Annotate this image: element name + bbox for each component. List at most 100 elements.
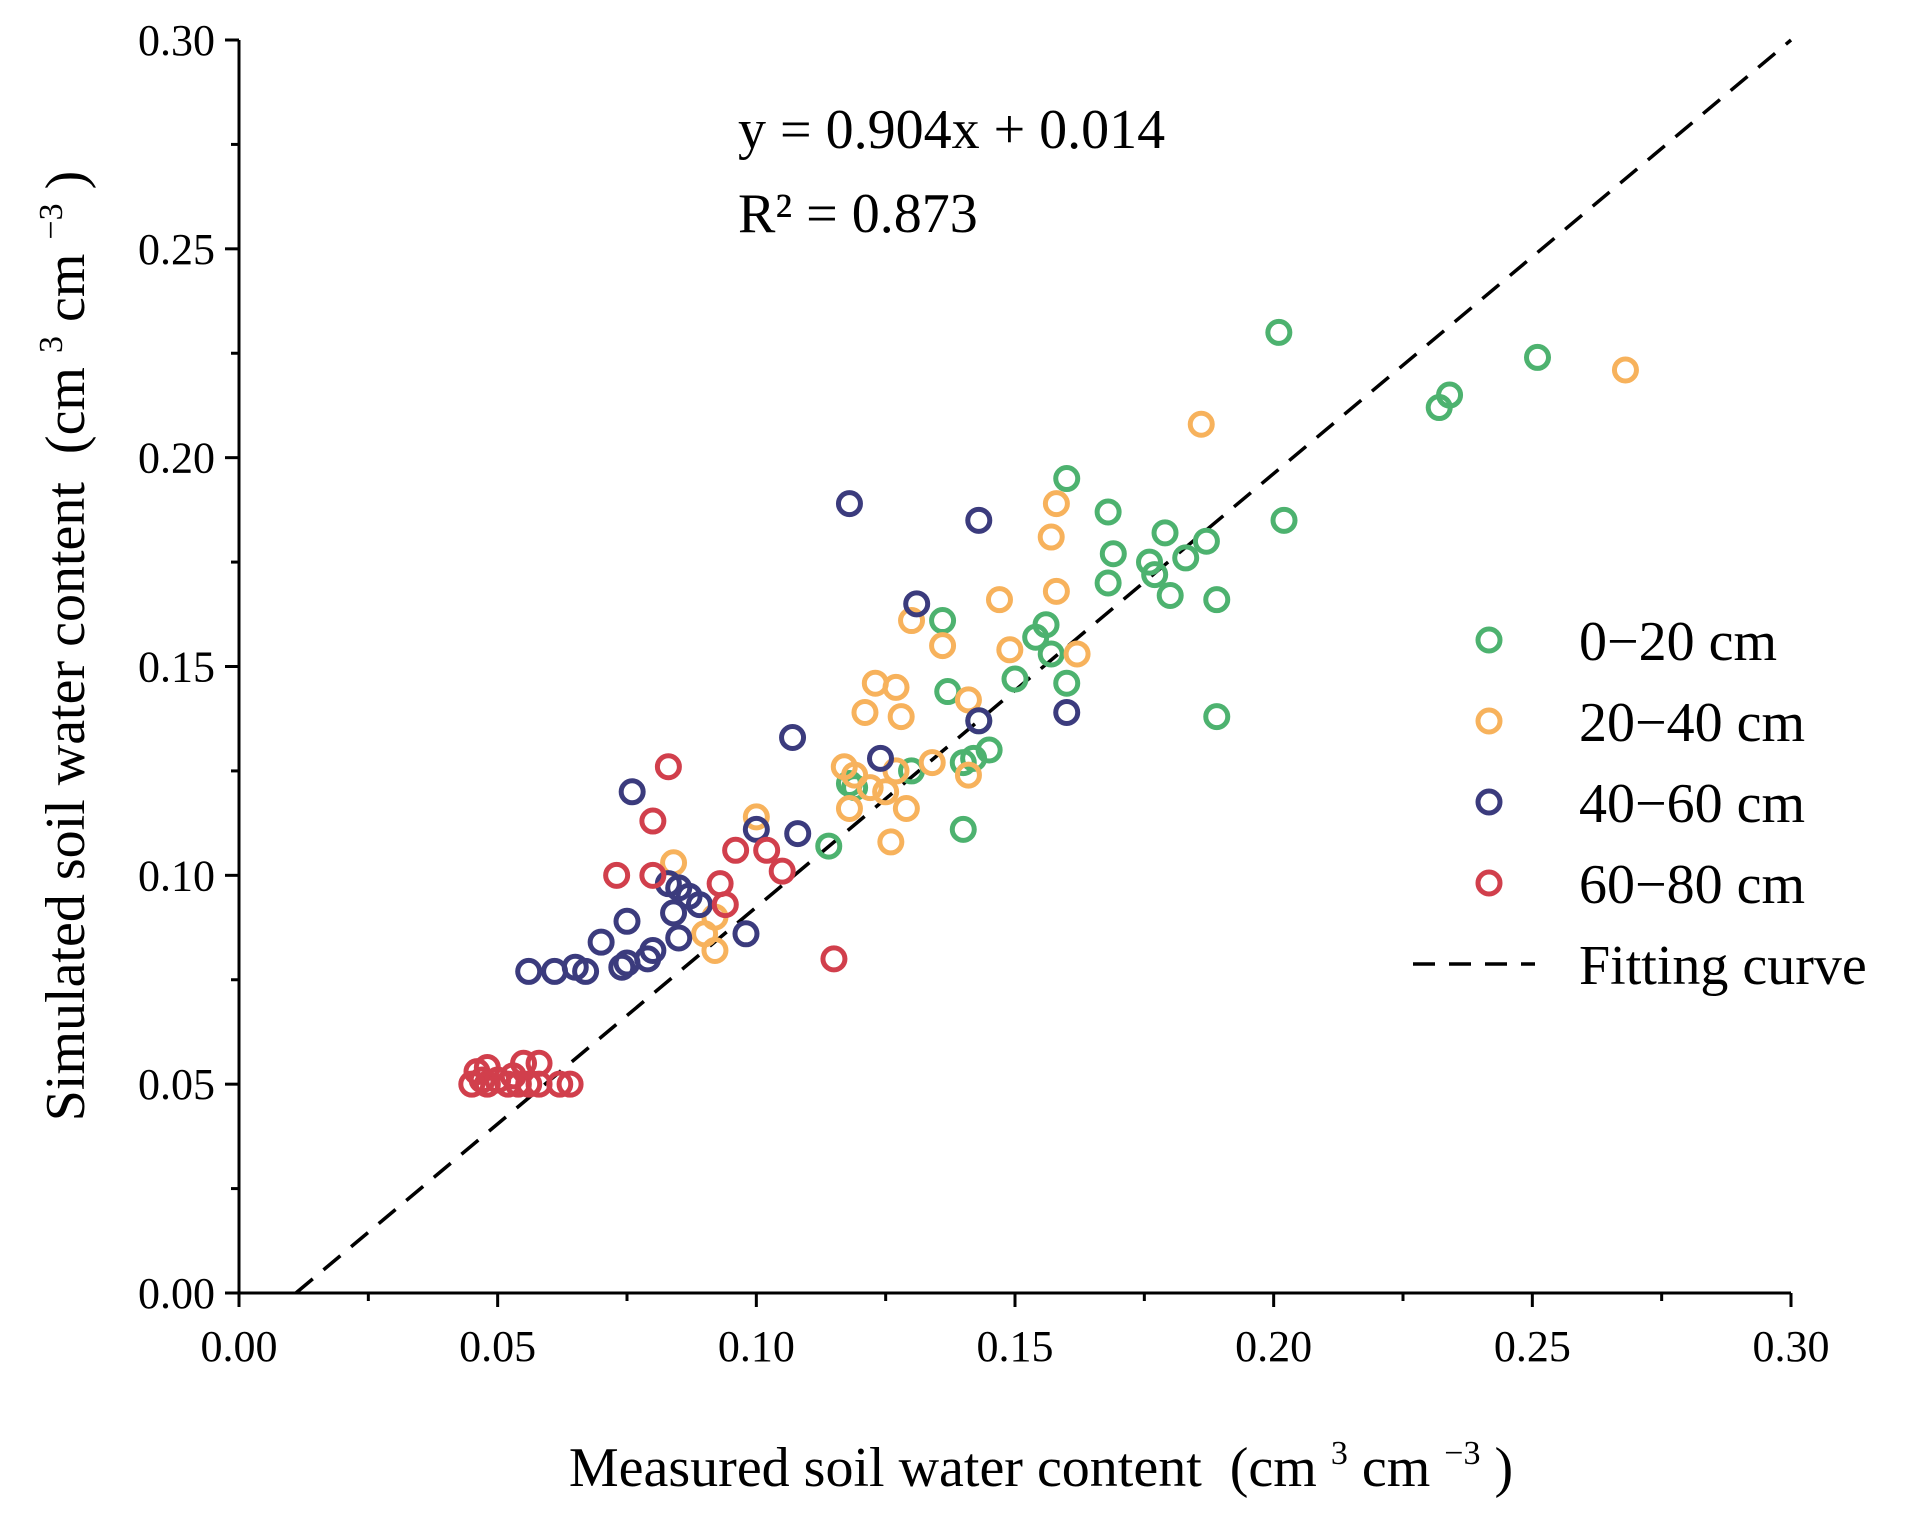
scatter-point-series-3	[473, 1070, 501, 1098]
x-axis-title-unit-close: )	[1494, 1437, 1513, 1499]
x-tick-label: 0.10	[718, 1322, 795, 1371]
scatter-point-series-3	[515, 1070, 543, 1098]
scatter-point-series-0	[1203, 586, 1231, 614]
scatter-point-series-0	[1141, 561, 1169, 589]
scatter-point-series-1	[1042, 490, 1070, 518]
scatter-point-series-3	[639, 807, 667, 835]
scatter-point-series-3	[639, 861, 667, 889]
scatter-point-series-2	[685, 891, 713, 919]
scatter-point-series-0	[1265, 318, 1293, 346]
scatter-point-series-2	[965, 506, 993, 534]
scatter-point-series-3	[768, 857, 796, 885]
scatter-point-series-1	[954, 761, 982, 789]
scatter-point-series-3	[820, 945, 848, 973]
scatter-point-series-0	[1094, 498, 1122, 526]
scatter-point-series-2	[1053, 698, 1081, 726]
scatter-point-series-2	[835, 490, 863, 518]
x-tick-label: 0.25	[1494, 1322, 1571, 1371]
scatter-point-series-1	[985, 586, 1013, 614]
legend-label-60-80: 60−80 cm	[1579, 854, 1805, 916]
x-axis-title-unit-exp2: −3	[1444, 1435, 1480, 1472]
legend-marker-0-20	[1475, 626, 1503, 654]
scatter-point-series-0	[1099, 540, 1127, 568]
x-tick-label: 0.05	[459, 1322, 536, 1371]
scatter-point-series-1	[892, 795, 920, 823]
legend-marker-20-40	[1475, 707, 1503, 735]
x-tick-label: 0.20	[1235, 1322, 1312, 1371]
scatter-point-series-0	[1094, 569, 1122, 597]
scatter-point-series-1	[1187, 410, 1215, 438]
scatter-point-series-3	[603, 861, 631, 889]
x-tick-label: 0.00	[201, 1322, 278, 1371]
scatter-point-series-2	[613, 907, 641, 935]
scatter-point-series-1	[701, 937, 729, 965]
x-axis-title-unit-open: (cm	[1230, 1437, 1317, 1499]
scatter-point-series-3	[753, 836, 781, 864]
scatter-point-series-2	[742, 815, 770, 843]
scatter-point-series-0	[949, 749, 977, 777]
y-tick-label: 0.25	[138, 225, 215, 274]
scatter-point-series-0	[1053, 465, 1081, 493]
y-tick-label: 0.00	[138, 1269, 215, 1318]
scatter-point-series-1	[877, 828, 905, 856]
scatter-point-series-1	[872, 778, 900, 806]
legend-marker-60-80	[1475, 869, 1503, 897]
scatter-point-series-2	[660, 899, 688, 927]
scatter-point-series-1	[882, 673, 910, 701]
scatter-point-series-0	[1203, 703, 1231, 731]
scatter-point-series-0	[1053, 669, 1081, 697]
scatter-point-series-0	[815, 832, 843, 860]
fitting-curve-line	[294, 38, 1793, 1295]
legend-label-fitting-curve: Fitting curve	[1579, 935, 1867, 997]
scatter-point-series-0	[1270, 506, 1298, 534]
y-axis-title-unit-exp2: −3	[33, 203, 70, 239]
scatter-point-series-2	[515, 957, 543, 985]
scatter-point-series-2	[903, 590, 931, 618]
scatter-point-series-1	[898, 607, 926, 635]
scatter-point-series-0	[1172, 544, 1200, 572]
scatter-point-series-2	[572, 957, 600, 985]
scatter-point-series-3	[722, 836, 750, 864]
y-axis-title-unit-open: (cm	[35, 367, 97, 454]
scatter-point-series-2	[587, 928, 615, 956]
x-axis-title-unit-mid: cm	[1362, 1437, 1430, 1499]
y-tick-label: 0.05	[138, 1060, 215, 1109]
y-axis-title-main: Simulated soil water content	[35, 482, 97, 1122]
scatter-point-series-0	[1001, 665, 1029, 693]
scatter-point-series-1	[918, 749, 946, 777]
y-axis-title: Simulated soil water content (cm 3 cm −3…	[13, 171, 97, 1122]
x-axis-title-unit-exp1: 3	[1331, 1435, 1348, 1472]
scatter-point-series-3	[711, 891, 739, 919]
scatter-point-series-2	[784, 820, 812, 848]
scatter-point-series-1	[954, 686, 982, 714]
scatter-point-series-2	[608, 953, 636, 981]
scatter-point-series-1	[996, 636, 1024, 664]
scatter-point-series-1	[1037, 523, 1065, 551]
legend-marker-40-60	[1475, 788, 1503, 816]
scatter-point-series-3	[556, 1070, 584, 1098]
scatter-point-series-1	[1042, 577, 1070, 605]
scatter-point-series-1	[929, 632, 957, 660]
scatter-point-series-2	[866, 744, 894, 772]
scatter-point-series-2	[779, 724, 807, 752]
x-tick-label: 0.15	[977, 1322, 1054, 1371]
scatter-point-series-2	[665, 924, 693, 952]
scatter-point-series-1	[856, 774, 884, 802]
scatter-point-series-1	[835, 795, 863, 823]
scatter-point-series-0	[1192, 527, 1220, 555]
scatter-point-series-0	[1156, 581, 1184, 609]
legend-label-40-60: 40−60 cm	[1579, 773, 1805, 835]
scatter-point-series-1	[1063, 640, 1091, 668]
y-tick-label: 0.10	[138, 851, 215, 900]
scatter-point-series-0	[1151, 519, 1179, 547]
scatter-point-series-0	[1524, 343, 1552, 371]
y-axis-title-unit-close: )	[35, 171, 97, 190]
legend-label-20-40: 20−40 cm	[1579, 692, 1805, 754]
y-axis-title-unit-mid: cm	[35, 254, 97, 322]
r-squared-annotation: R² = 0.873	[738, 183, 978, 245]
scatter-point-series-1	[887, 703, 915, 731]
scatter-point-series-2	[618, 778, 646, 806]
y-tick-label: 0.30	[138, 16, 215, 65]
scatter-point-series-0	[929, 607, 957, 635]
